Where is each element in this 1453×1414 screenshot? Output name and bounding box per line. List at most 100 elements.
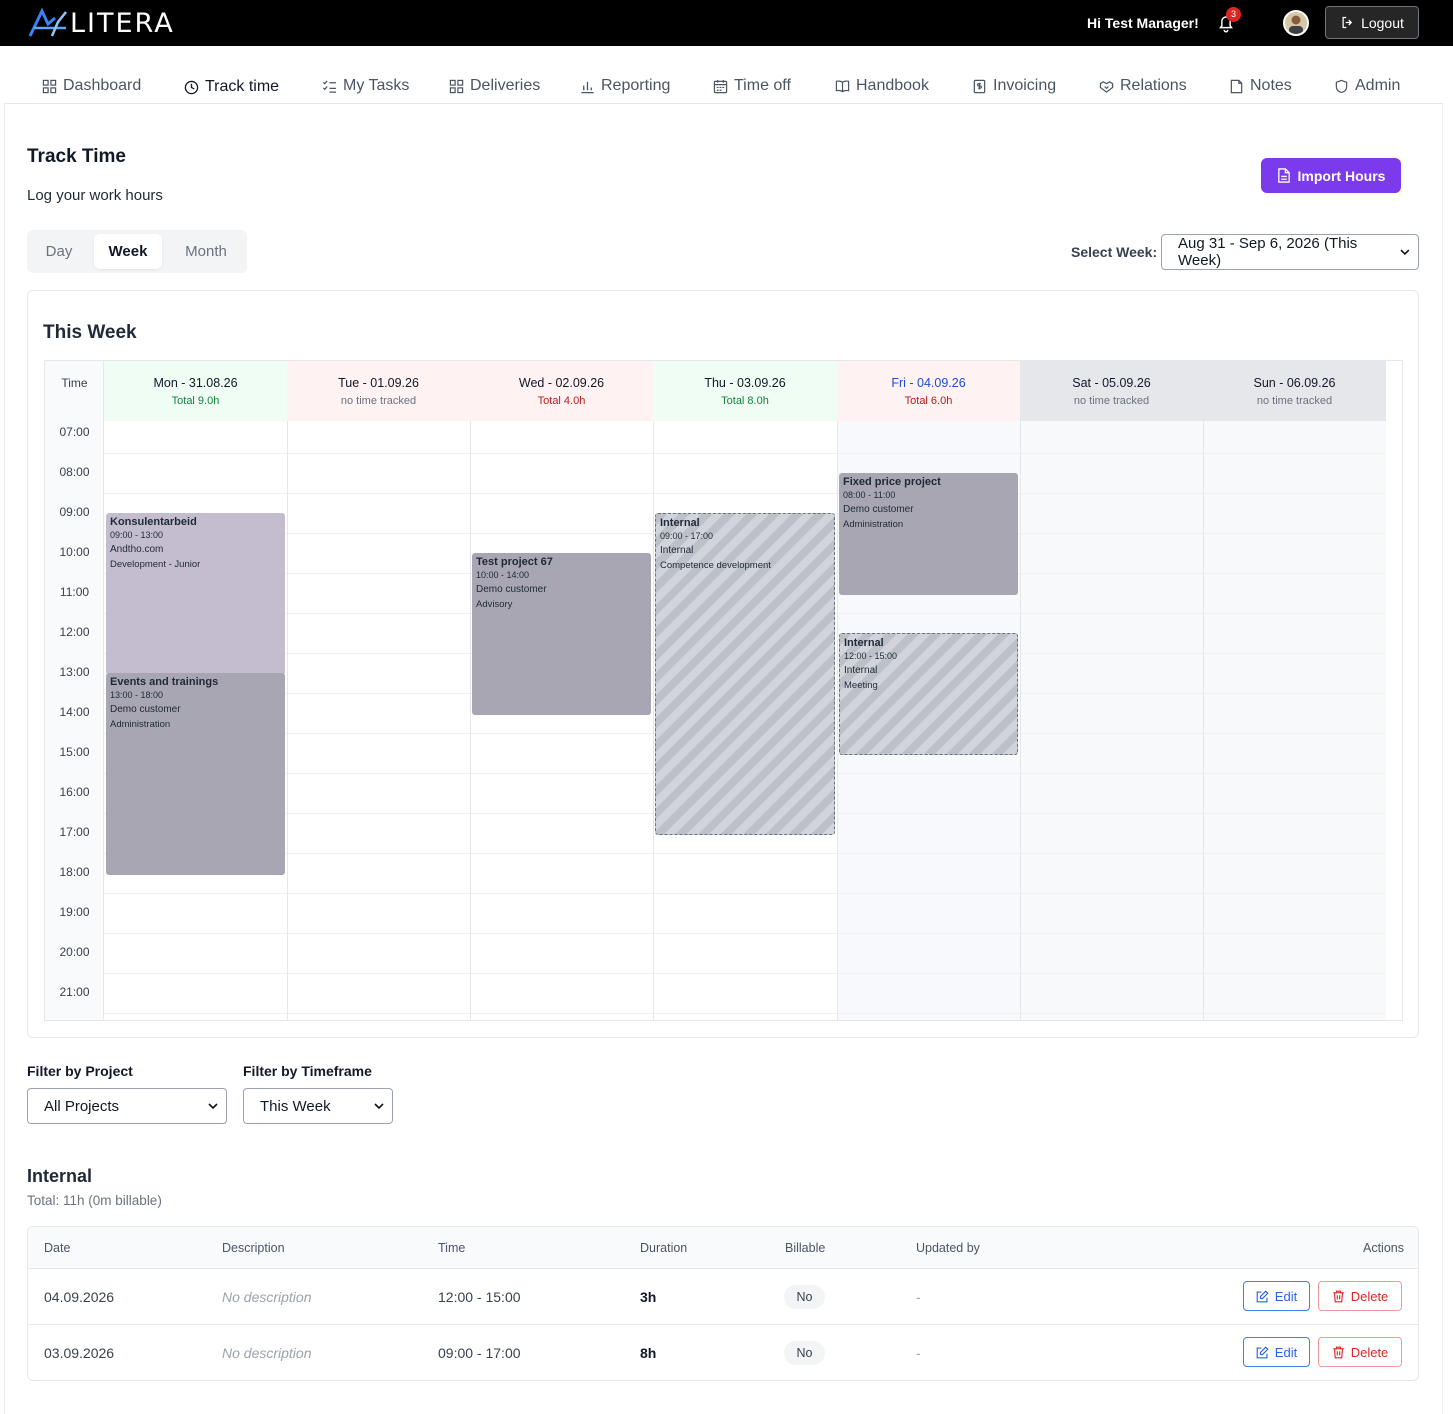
brand-logo[interactable]: LITERA bbox=[28, 6, 175, 40]
tab-relations[interactable]: Relations bbox=[1099, 68, 1187, 104]
entry-customer: Demo customer bbox=[110, 704, 181, 715]
tab-deliveries[interactable]: Deliveries bbox=[449, 68, 540, 104]
cell-description: No description bbox=[222, 1289, 312, 1305]
day-header[interactable]: Tue - 01.09.26 no time tracked bbox=[287, 361, 470, 421]
handshake-icon bbox=[1099, 80, 1114, 93]
view-day-button[interactable]: Day bbox=[45, 243, 73, 260]
invoice-icon bbox=[973, 79, 986, 93]
day-label: Mon - 31.08.26 bbox=[153, 376, 238, 390]
hour-label: 12:00 bbox=[59, 625, 90, 639]
entry-title: Internal bbox=[660, 517, 700, 529]
filter-project-value: All Projects bbox=[44, 1097, 120, 1115]
delete-button[interactable]: Delete bbox=[1318, 1337, 1402, 1367]
day-column-2[interactable] bbox=[470, 421, 653, 1020]
day-header[interactable]: Wed - 02.09.26 Total 4.0h bbox=[470, 361, 653, 421]
import-hours-label: Import Hours bbox=[1297, 167, 1386, 184]
tab-dashboard[interactable]: Dashboard bbox=[42, 68, 141, 104]
entry-customer: Internal bbox=[660, 545, 694, 556]
day-column-1[interactable] bbox=[287, 421, 470, 1020]
hour-gridline bbox=[104, 933, 1386, 934]
cell-description: No description bbox=[222, 1345, 312, 1361]
book-icon bbox=[835, 79, 850, 92]
cell-duration: 3h bbox=[640, 1289, 657, 1305]
day-label: Thu - 03.09.26 bbox=[704, 376, 786, 390]
chevron-down-icon bbox=[208, 1102, 218, 1109]
logout-icon bbox=[1342, 16, 1353, 29]
trash-icon bbox=[1332, 1346, 1344, 1358]
week-calendar: Mon - 31.08.26 Total 9.0h Tue - 01.09.26 no… bbox=[44, 360, 1403, 1021]
clock-icon bbox=[184, 80, 199, 94]
hour-label: 09:00 bbox=[59, 505, 90, 519]
day-header[interactable]: Thu - 03.09.26 Total 8.0h bbox=[653, 361, 837, 421]
time-entry-block[interactable]: Fixed price project 08:00 - 11:00 Demo cus… bbox=[839, 473, 1018, 595]
tab-admin[interactable]: Admin bbox=[1334, 68, 1400, 104]
hour-label: 21:00 bbox=[59, 985, 90, 999]
tab-reporting[interactable]: Reporting bbox=[580, 68, 670, 104]
day-total: Total 8.0h bbox=[721, 395, 769, 407]
edit-button[interactable]: Edit bbox=[1243, 1337, 1310, 1367]
day-header[interactable]: Mon - 31.08.26 Total 9.0h bbox=[104, 361, 287, 421]
column-header-duration: Duration bbox=[640, 1241, 688, 1255]
hour-label: 19:00 bbox=[59, 905, 90, 919]
time-entry-block[interactable]: Events and trainings 13:00 - 18:00 Demo cu… bbox=[106, 673, 285, 875]
entries-table: Date Description Time Duration Billable … bbox=[27, 1226, 1419, 1381]
view-week-button[interactable]: Week bbox=[94, 234, 162, 269]
tab-my-tasks[interactable]: My Tasks bbox=[322, 68, 409, 104]
grid-icon bbox=[42, 79, 57, 93]
column-header-time: Time bbox=[438, 1241, 466, 1255]
select-week-label: Select Week: bbox=[1071, 244, 1158, 260]
entry-activity: Administration bbox=[843, 519, 904, 530]
tab-label: My Tasks bbox=[343, 77, 410, 94]
day-header[interactable]: Fri - 04.09.26 Total 6.0h bbox=[837, 361, 1020, 421]
day-column-6[interactable] bbox=[1203, 421, 1386, 1020]
avatar[interactable] bbox=[1283, 10, 1309, 36]
hour-label: 08:00 bbox=[59, 465, 90, 479]
tab-label: Relations bbox=[1120, 77, 1187, 94]
time-entry-block[interactable]: Internal 12:00 - 15:00 Internal Meeting bbox=[839, 633, 1018, 755]
import-hours-button[interactable]: Import Hours bbox=[1261, 158, 1401, 193]
cell-updated-by: - bbox=[916, 1345, 921, 1361]
day-label: Sat - 05.09.26 bbox=[1072, 376, 1151, 390]
filter-project-label: Filter by Project bbox=[27, 1063, 133, 1079]
hour-label: 10:00 bbox=[59, 545, 90, 559]
group-total: Total: 11h (0m billable) bbox=[27, 1193, 162, 1208]
view-month-button[interactable]: Month bbox=[185, 243, 227, 260]
column-header-description: Description bbox=[222, 1241, 285, 1255]
document-icon bbox=[1277, 168, 1290, 183]
entry-activity: Meeting bbox=[844, 680, 878, 691]
logout-button[interactable]: Logout bbox=[1325, 6, 1419, 39]
filter-timeframe-value: This Week bbox=[260, 1097, 331, 1115]
entry-time: 12:00 - 15:00 bbox=[844, 651, 898, 661]
tab-notes[interactable]: Notes bbox=[1229, 68, 1292, 104]
view-toggle: Day Week Month bbox=[27, 230, 247, 273]
day-total: no time tracked bbox=[1256, 395, 1333, 407]
tab-label: Dashboard bbox=[63, 77, 142, 94]
filter-project-select[interactable]: All Projects bbox=[27, 1088, 227, 1124]
day-header[interactable]: Sat - 05.09.26 no time tracked bbox=[1020, 361, 1203, 421]
tab-label: Track time bbox=[205, 78, 280, 95]
day-column-5[interactable] bbox=[1020, 421, 1203, 1020]
chevron-down-icon bbox=[374, 1102, 384, 1109]
day-header[interactable]: Sun - 06.09.26 no time tracked bbox=[1203, 361, 1386, 421]
tab-invoicing[interactable]: Invoicing bbox=[972, 68, 1056, 104]
week-select[interactable]: Aug 31 - Sep 6, 2026 (This Week) bbox=[1161, 234, 1419, 270]
filter-timeframe-select[interactable]: This Week bbox=[243, 1088, 393, 1124]
time-entry-block[interactable]: Test project 67 10:00 - 14:00 Demo custome… bbox=[472, 553, 651, 715]
logout-label: Logout bbox=[1361, 14, 1404, 31]
edit-label: Edit bbox=[1274, 1288, 1298, 1304]
tab-time-off[interactable]: Time off bbox=[713, 68, 791, 104]
hour-label: 17:00 bbox=[59, 825, 90, 839]
edit-button[interactable]: Edit bbox=[1243, 1281, 1310, 1311]
time-entry-block[interactable]: Internal 09:00 - 17:00 Internal Competence … bbox=[655, 513, 835, 835]
column-header-date: Date bbox=[44, 1241, 71, 1255]
tab-track-time[interactable]: Track time bbox=[166, 69, 298, 105]
day-total: no time tracked bbox=[1073, 395, 1150, 407]
delete-button[interactable]: Delete bbox=[1318, 1281, 1402, 1311]
entry-activity: Development - Junior bbox=[110, 559, 201, 570]
trash-icon bbox=[1332, 1290, 1344, 1302]
edit-label: Edit bbox=[1274, 1344, 1298, 1360]
tab-handbook[interactable]: Handbook bbox=[835, 68, 929, 104]
time-entry-block[interactable]: Konsulentarbeid 09:00 - 13:00 Andtho.com De… bbox=[106, 513, 285, 675]
hour-label: 15:00 bbox=[59, 745, 90, 759]
table-row: 04.09.2026 No description 12:00 - 15:00 … bbox=[28, 1269, 1418, 1325]
